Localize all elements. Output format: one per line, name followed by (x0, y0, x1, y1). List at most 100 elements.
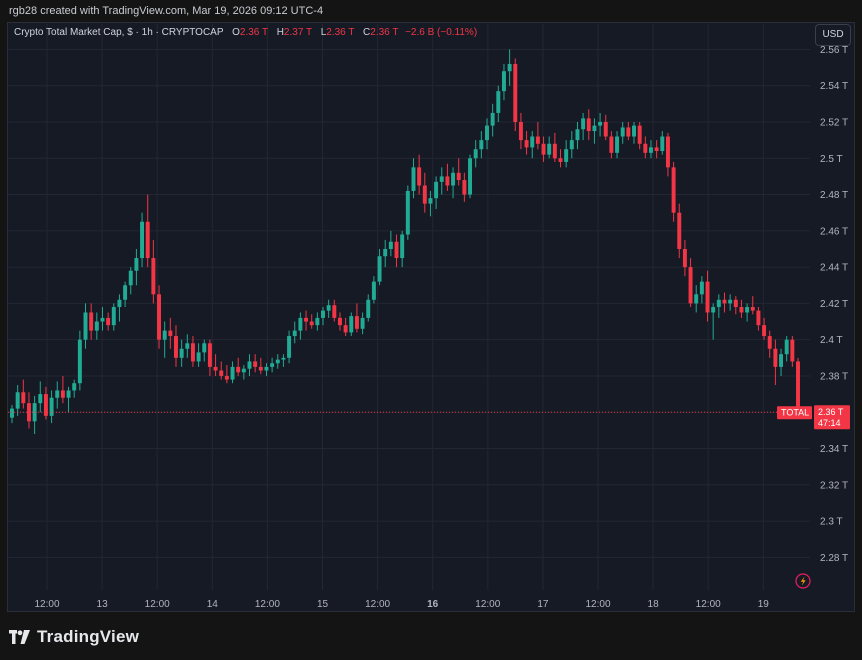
currency-button[interactable]: USD (815, 24, 851, 46)
candle-body (309, 321, 314, 326)
y-tick-label: 2.46 T (820, 226, 848, 237)
candle-body (207, 343, 212, 367)
candle-body (677, 212, 682, 249)
candle-body (716, 299, 721, 308)
candle-body (26, 403, 31, 422)
candle-body (479, 140, 484, 150)
candle-body (162, 330, 167, 340)
candle-body (569, 140, 574, 150)
candle-body (21, 392, 26, 404)
candle-body (468, 158, 473, 195)
candle-body (157, 294, 162, 340)
candle-body (15, 392, 20, 409)
candle-body (60, 390, 65, 398)
candle-body (428, 198, 433, 204)
candle-body (796, 361, 800, 413)
candle-body (665, 136, 670, 168)
candle-body (485, 125, 489, 141)
candle-body (287, 336, 292, 358)
grid-lines (8, 24, 810, 590)
candle-body (451, 172, 456, 186)
candle-body (439, 176, 444, 182)
candle-body (711, 307, 716, 313)
y-tick-label: 2.54 T (820, 81, 848, 92)
candle-body (202, 343, 207, 353)
tradingview-brand[interactable]: TradingView (9, 626, 139, 648)
candle-body (530, 136, 535, 148)
created-by-text: rgb28 created with TradingView.com, Mar … (9, 5, 324, 17)
y-tick-label: 2.38 T (820, 371, 848, 382)
time-axis[interactable]: 12:00 13 12:00 14 12:00 15 12:00 16 12:00 17 12:00… (34, 599, 769, 610)
candle-body (750, 307, 755, 311)
y-tick-label: 2.42 T (820, 299, 848, 310)
candle-body (739, 307, 744, 313)
candle-body (728, 299, 733, 304)
candle-body (349, 316, 354, 333)
candle-body (671, 167, 676, 213)
candle-body (705, 281, 710, 313)
symbol-legend[interactable]: Crypto Total Market Cap, $ · 1h · CRYPTO… (14, 27, 477, 38)
candle-body (547, 143, 552, 155)
high-value: 2.37 T (283, 27, 312, 38)
candle-body (411, 167, 416, 191)
x-tick-label: 12:00 (475, 599, 500, 610)
candle-body (66, 390, 71, 398)
tradingview-logo-icon (9, 630, 31, 644)
candle-body (507, 63, 512, 72)
x-tick-label: 19 (758, 599, 770, 610)
total-tag: TOTAL (777, 406, 812, 420)
candle-body (354, 316, 359, 329)
y-tick-label: 2.56 T (820, 45, 848, 56)
change-value: −2.6 B (−0.11%) (405, 27, 478, 38)
candle-body (219, 370, 224, 376)
candle-body (123, 285, 128, 300)
close-label: C (363, 27, 371, 38)
candle-body (637, 125, 642, 144)
candle-body (43, 394, 48, 416)
y-tick-label: 2.4 T (820, 335, 843, 346)
candle-body (337, 317, 342, 326)
candles (10, 49, 800, 434)
candle-body (767, 336, 772, 349)
lightning-bolt-icon[interactable] (795, 573, 811, 589)
candle-body (756, 310, 761, 326)
candle-body (332, 305, 337, 318)
candle-body (660, 136, 665, 152)
candle-body (762, 325, 767, 337)
open-label: O (232, 27, 240, 38)
y-tick-label: 2.48 T (820, 190, 848, 201)
price-axis[interactable]: 2.56 T 2.54 T 2.52 T 2.5 T 2.48 T 2.46 T 2.44 … (820, 45, 848, 564)
x-tick-label: 12:00 (255, 599, 280, 610)
candle-body (230, 366, 235, 380)
y-tick-label: 2.34 T (820, 444, 848, 455)
candle-body (456, 172, 461, 181)
candle-body (377, 256, 382, 282)
y-tick-label: 2.3 T (820, 517, 843, 528)
candle-body (258, 366, 263, 371)
candle-body (383, 248, 388, 257)
candle-body (541, 143, 546, 155)
open-value: 2.36 T (239, 27, 268, 38)
symbol-name: Crypto Total Market Cap, $ · 1h · CRYPTO… (14, 27, 224, 38)
candle-body (213, 366, 218, 371)
close-value: 2.36 T (370, 27, 399, 38)
candle-body (241, 368, 246, 373)
candle-body (462, 180, 467, 195)
candle-body (168, 330, 173, 337)
candle-body (10, 408, 14, 418)
candle-body (72, 383, 77, 391)
candle-body (128, 270, 133, 286)
x-tick-label: 18 (648, 599, 660, 610)
candle-body (513, 63, 518, 122)
candle-body (598, 122, 603, 126)
candle-body (434, 181, 439, 199)
candle-body (603, 122, 608, 137)
candle-body (615, 136, 620, 153)
candle-body (321, 310, 325, 318)
candle-body (371, 281, 376, 300)
total-tag-label: TOTAL (781, 408, 809, 418)
candle-body (722, 299, 727, 304)
candle-body (643, 143, 648, 153)
x-tick-label: 15 (317, 599, 329, 610)
